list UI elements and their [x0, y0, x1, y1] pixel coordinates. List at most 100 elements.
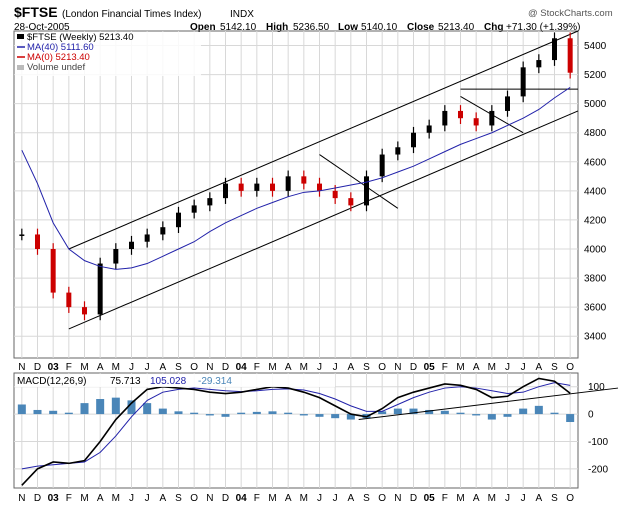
price-bar-body: [50, 249, 56, 293]
price-tick-label: 4600: [584, 157, 607, 168]
macd-month-label: J: [521, 493, 526, 504]
price-bar-body: [285, 176, 291, 191]
price-bar-body: [97, 263, 103, 315]
macd-month-label: J: [317, 493, 322, 504]
price-tick-label: 5400: [584, 41, 607, 52]
price-month-label: N: [206, 362, 213, 373]
macd-histogram-bar: [440, 410, 449, 415]
price-tick-label: 3400: [584, 332, 607, 343]
price-trendline: [68, 30, 579, 250]
macd-histogram-bar: [346, 414, 355, 420]
price-bar-body: [223, 183, 228, 199]
macd-histogram: [17, 397, 575, 423]
macd-histogram-bar: [158, 408, 167, 415]
macd-histogram-bar: [315, 414, 324, 417]
open-label: Open: [190, 22, 216, 33]
price-month-label: S: [363, 362, 370, 373]
chg-value: +71.30 (+1.39%): [506, 22, 581, 33]
macd-month-label: A: [473, 493, 480, 504]
close-value: 5213.40: [438, 22, 475, 33]
legend-ma40: MA(40) 5111.60: [27, 42, 94, 53]
macd-histogram-bar: [550, 412, 559, 415]
price-month-label: J: [521, 362, 526, 373]
price-month-label: 03: [48, 362, 60, 373]
macd-tick-label: -100: [588, 437, 608, 448]
price-month-label: A: [285, 362, 292, 373]
macd-tick-label: 0: [588, 410, 594, 421]
price-bar-body: [505, 96, 510, 111]
price-bar-body: [301, 176, 307, 184]
price-bar-body: [567, 38, 573, 73]
price-axis-labels: 3400 3600 3800 4000 4200 4400 4600 4800 5000 5200…: [584, 41, 607, 343]
macd-month-label: D: [410, 493, 417, 504]
macd-month-label: A: [285, 493, 292, 504]
macd-histogram-bar: [111, 397, 120, 415]
macd-histogram-bar: [17, 404, 26, 415]
macd-month-label: N: [206, 493, 213, 504]
quote-date: 28-Oct-2005: [14, 22, 70, 33]
price-month-label: D: [34, 362, 41, 373]
price-bar-body: [144, 234, 150, 242]
macd-month-label: D: [222, 493, 229, 504]
price-month-label: J: [129, 362, 134, 373]
price-tick-label: 3600: [584, 303, 607, 314]
price-bar-body: [66, 292, 72, 308]
price-bar-body: [176, 212, 181, 228]
price-tick-label: 4200: [584, 215, 607, 226]
price-month-label: D: [222, 362, 229, 373]
macd-month-label: M: [80, 493, 88, 504]
volume-legend-swatch: [17, 65, 24, 70]
price-month-label: 04: [236, 362, 248, 373]
chg-label: Chg: [484, 22, 503, 33]
price-bar-body: [458, 110, 463, 119]
macd-month-label: F: [254, 493, 260, 504]
macd-histogram-bar: [487, 414, 496, 420]
macd-histogram-bar: [331, 414, 340, 419]
low-value: 5140.10: [361, 22, 398, 33]
price-bar-body: [411, 132, 416, 148]
index-name: (London Financial Times Index): [62, 9, 202, 20]
price-bar-body: [489, 110, 495, 126]
price-month-label: J: [317, 362, 322, 373]
price-month-label: M: [488, 362, 496, 373]
price-month-label: O: [378, 362, 386, 373]
price-month-label: J: [505, 362, 510, 373]
price-bar-body: [254, 183, 260, 191]
macd-trendline: [358, 387, 619, 421]
price-month-label: A: [473, 362, 480, 373]
macd-histogram-bar: [127, 400, 136, 415]
macd-month-label: M: [112, 493, 120, 504]
price-month-label: M: [80, 362, 88, 373]
price-month-label: F: [254, 362, 260, 373]
close-label: Close: [407, 22, 435, 33]
macd-tick-label: 100: [588, 382, 605, 393]
price-tick-label: 5000: [584, 99, 607, 110]
price-bar-body: [35, 234, 40, 249]
legend-ma0: MA(0) 5213.40: [27, 52, 90, 63]
price-bar-body: [473, 118, 479, 126]
price-bar-body: [191, 205, 197, 213]
macd-axis-labels: -200 -100 0 100: [588, 382, 608, 475]
price-month-label: J: [145, 362, 150, 373]
price-bar-body: [82, 307, 87, 315]
price-month-label: A: [347, 362, 354, 373]
macd-histogram-bar: [393, 408, 402, 415]
macd-month-label: 03: [48, 493, 60, 504]
signal-value: 105.028: [150, 376, 187, 387]
price-legend: $FTSE (Weekly) 5213.40 MA(40) 5111.60 MA…: [15, 32, 201, 76]
price-trendline: [68, 110, 579, 330]
price-month-label: F: [66, 362, 72, 373]
macd-month-label: A: [535, 493, 542, 504]
price-month-label: F: [442, 362, 448, 373]
price-month-label: O: [190, 362, 198, 373]
macd-histogram-bar: [252, 411, 261, 415]
price-bars: [19, 32, 573, 321]
price-tick-label: 4800: [584, 128, 607, 139]
macd-histogram-bar: [190, 412, 199, 415]
high-label: High: [266, 22, 288, 33]
price-month-label: D: [410, 362, 417, 373]
price-bar-body: [207, 198, 213, 206]
price-month-label: N: [394, 362, 401, 373]
price-month-label: N: [18, 362, 25, 373]
